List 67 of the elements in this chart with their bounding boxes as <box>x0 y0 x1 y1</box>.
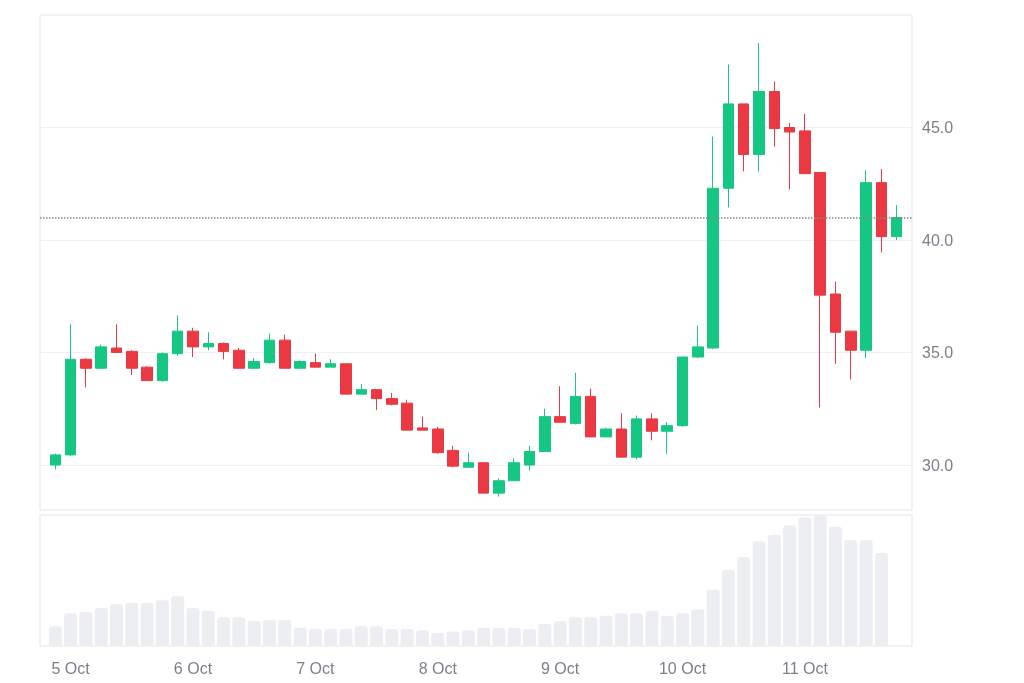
candlestick <box>340 363 352 395</box>
candlestick <box>616 412 627 458</box>
candlestick <box>830 281 841 365</box>
candlestick <box>157 352 168 383</box>
candlestick <box>478 462 489 494</box>
y-tick-label: 45.0 <box>922 119 954 136</box>
candlestick <box>508 457 520 482</box>
candlestick <box>570 372 581 425</box>
candlestick <box>203 331 214 351</box>
candlestick <box>524 445 535 472</box>
candlestick <box>447 445 459 468</box>
candlestick <box>371 389 382 411</box>
candlestick <box>600 427 612 438</box>
candlestick <box>539 408 551 452</box>
candlestick <box>126 349 138 376</box>
candlestick <box>386 392 398 406</box>
candlestick <box>65 323 76 457</box>
candlestick <box>723 64 734 208</box>
candlestick <box>845 330 857 380</box>
candlestick <box>876 168 887 253</box>
candlestick <box>631 415 642 460</box>
candlestick <box>860 169 872 359</box>
candlestick <box>646 412 658 441</box>
candlestick <box>248 357 260 369</box>
candlestick <box>279 334 291 369</box>
x-tick-label: 8 Oct <box>418 659 458 677</box>
candlestick <box>799 113 811 175</box>
candlestick <box>111 323 122 353</box>
candlestick <box>310 353 321 368</box>
candlestick <box>677 356 688 428</box>
candlestick <box>891 204 902 241</box>
x-tick-label: 10 Oct <box>658 659 707 677</box>
candlestick <box>493 478 505 497</box>
x-tick-label: 9 Oct <box>541 659 580 677</box>
candlestick <box>784 122 795 190</box>
candlestick <box>325 358 336 368</box>
candlestick <box>707 136 719 350</box>
candlestick <box>753 42 765 172</box>
candlestick <box>294 359 306 369</box>
candlestick <box>692 325 704 359</box>
candlestick <box>554 385 566 423</box>
x-tick-label: 5 Oct <box>51 659 91 677</box>
candlestick <box>769 80 780 148</box>
candlestick <box>432 426 444 455</box>
candlestick <box>463 452 474 468</box>
candlestick <box>80 357 92 388</box>
candlestick <box>50 453 61 470</box>
candlestick <box>417 416 428 431</box>
candlestick <box>187 327 199 358</box>
candlestick <box>172 314 183 357</box>
candlestick <box>814 172 826 409</box>
candlestick <box>218 341 229 360</box>
candlestick <box>141 365 153 382</box>
candlestick <box>233 347 245 369</box>
y-tick-label: 30.0 <box>922 456 954 474</box>
candlestick <box>264 332 275 365</box>
x-tick-label: 11 Oct <box>781 659 829 677</box>
candlestick <box>661 421 673 455</box>
x-tick-label: 7 Oct <box>296 659 336 677</box>
candlestick <box>585 388 596 438</box>
candlestick <box>401 399 413 431</box>
candlestick <box>95 344 107 369</box>
candlestick <box>738 103 749 172</box>
y-tick-label: 35.0 <box>922 344 954 361</box>
candlestick <box>356 383 367 395</box>
y-tick-label: 40.0 <box>922 231 954 249</box>
x-tick-label: 6 Oct <box>173 659 213 677</box>
